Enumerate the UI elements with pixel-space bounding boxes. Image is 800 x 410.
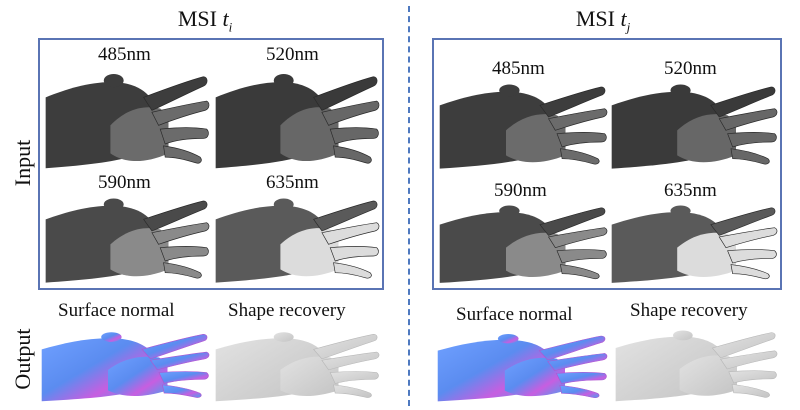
output-label-surface-normal: Surface normal bbox=[456, 304, 573, 325]
hand-shape bbox=[45, 198, 210, 283]
column-divider bbox=[408, 6, 410, 406]
hand-image-635nm bbox=[610, 194, 778, 286]
hand-shape bbox=[215, 332, 380, 402]
input-panel-tj bbox=[432, 38, 782, 290]
hand-image-635nm bbox=[214, 186, 380, 286]
hand-image-520nm bbox=[214, 60, 380, 172]
hand-image-485nm bbox=[44, 60, 210, 172]
hand-shape bbox=[439, 84, 608, 169]
hand-image-590nm bbox=[44, 186, 210, 286]
wavelength-label: 635nm bbox=[664, 180, 717, 201]
input-panel-ti bbox=[38, 38, 384, 290]
hand-image-520nm bbox=[610, 72, 778, 172]
hand-shape bbox=[215, 198, 380, 283]
hand-shape bbox=[41, 332, 210, 402]
hand-image-485nm bbox=[438, 72, 608, 172]
wavelength-label: 485nm bbox=[98, 44, 151, 65]
hand-shape bbox=[615, 330, 778, 402]
surface-normal-image bbox=[40, 322, 210, 404]
wavelength-label: 590nm bbox=[98, 172, 151, 193]
wavelength-label: 485nm bbox=[492, 58, 545, 79]
hand-shape bbox=[45, 74, 210, 169]
output-label-shape-recovery: Shape recovery bbox=[228, 300, 346, 321]
hand-shape bbox=[611, 84, 778, 169]
wavelength-label: 635nm bbox=[266, 172, 319, 193]
hand-image-590nm bbox=[438, 194, 608, 286]
output-label-surface-normal: Surface normal bbox=[58, 300, 175, 321]
shape-recovery-image bbox=[214, 322, 380, 404]
hand-shape bbox=[439, 205, 608, 283]
output-label-shape-recovery: Shape recovery bbox=[630, 300, 748, 321]
column-title-ti: MSI ti bbox=[177, 6, 233, 35]
wavelength-label: 520nm bbox=[664, 58, 717, 79]
surface-normal-image bbox=[436, 324, 608, 404]
hand-shape bbox=[437, 334, 608, 402]
wavelength-label: 590nm bbox=[494, 180, 547, 201]
hand-shape bbox=[215, 74, 380, 169]
row-label-output: Output bbox=[10, 328, 35, 390]
shape-recovery-image bbox=[614, 320, 778, 404]
wavelength-label: 520nm bbox=[266, 44, 319, 65]
column-title-tj: MSI tj bbox=[575, 6, 631, 35]
hand-shape bbox=[611, 205, 778, 283]
row-label-input: Input bbox=[10, 139, 35, 187]
